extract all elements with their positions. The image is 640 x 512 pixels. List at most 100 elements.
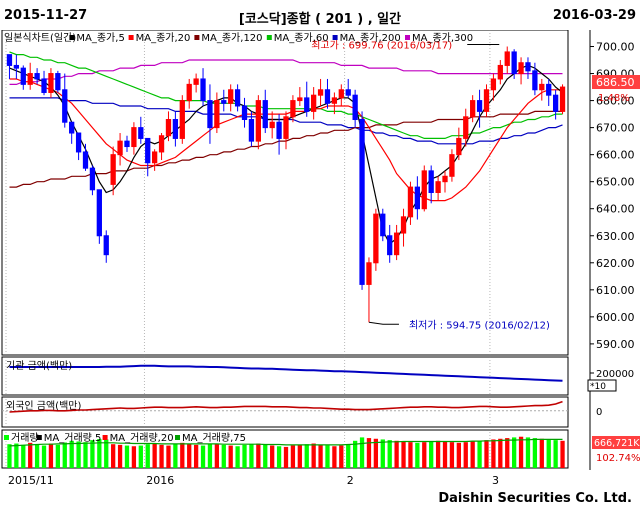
volume-bar	[318, 444, 323, 468]
candle	[276, 114, 282, 155]
price-legend-item: MA_종가,5	[76, 32, 124, 44]
chart-title: [코스닥]종합 ( 201 ) , 일간	[238, 12, 402, 27]
volume-bar	[325, 445, 330, 468]
volume-bar	[55, 444, 60, 468]
candle	[304, 81, 310, 117]
candle	[158, 133, 165, 161]
candle-body	[449, 154, 455, 177]
amount-scale-label: *10	[590, 382, 606, 392]
candle-body	[6, 54, 13, 66]
candle	[179, 95, 185, 144]
candle	[476, 89, 483, 128]
volume-bar	[131, 446, 137, 468]
volume-bar	[193, 444, 199, 468]
candle	[324, 78, 331, 109]
candle-body	[442, 175, 448, 183]
volume-bar	[366, 438, 372, 468]
candle-body	[338, 89, 344, 99]
x-tick-label: 2016	[146, 474, 174, 487]
candle-body	[539, 83, 545, 91]
volume-bar	[505, 438, 510, 468]
candle-body	[241, 105, 248, 121]
inst-tick-label: 200000	[596, 369, 634, 380]
volume-bar	[491, 439, 496, 468]
volume-bar	[62, 442, 67, 468]
candle-body	[297, 97, 303, 102]
candle	[82, 143, 89, 171]
candle	[62, 73, 68, 128]
candle	[131, 122, 137, 155]
candle-body	[435, 181, 441, 194]
candle	[145, 137, 151, 177]
volume-ma-line	[9, 438, 563, 447]
candle-body	[359, 119, 365, 285]
candle-body	[373, 213, 379, 264]
y-tick-label: 680.00	[596, 95, 635, 108]
volume-bar	[415, 442, 420, 468]
volume-bar	[560, 440, 565, 468]
candle-body	[525, 62, 531, 72]
candle	[456, 127, 462, 161]
candle-body	[172, 119, 179, 139]
volume-bar	[276, 446, 282, 468]
volume-bar	[290, 445, 296, 468]
candle	[214, 92, 220, 134]
candle	[41, 70, 47, 96]
volume-bar	[214, 443, 220, 468]
candle-body	[559, 86, 566, 112]
volume-bar	[152, 443, 157, 468]
price-legend-item: MA_종가,60	[274, 32, 329, 44]
volume-bar	[394, 440, 399, 468]
y-tick-label: 650.00	[596, 176, 635, 189]
foreign-tick-label: 0	[596, 407, 602, 418]
volume-bar	[283, 446, 289, 468]
end-date: 2016-03-29	[552, 8, 636, 23]
volume-bar	[21, 444, 26, 468]
candle	[463, 108, 469, 147]
candle-body	[380, 213, 386, 237]
candle-body	[387, 235, 393, 256]
price-legend-item: MA_종가,200	[340, 32, 401, 44]
candle	[428, 165, 434, 204]
volume-bar	[498, 438, 503, 468]
stock-chart[interactable]: 2015/11 2016 2 3 590.00 600.00 610.00 620.00 630…	[0, 30, 640, 490]
candle	[414, 176, 421, 220]
candle-body	[262, 100, 268, 129]
volume-bar	[463, 442, 468, 468]
volume-bar	[553, 440, 558, 468]
volume-bar	[221, 444, 226, 468]
candle-body	[221, 100, 227, 104]
candle-body	[283, 116, 289, 139]
legend-swatch	[194, 35, 200, 40]
candle	[96, 189, 102, 244]
volume-bar	[546, 439, 551, 468]
candle	[518, 57, 524, 85]
volume-bar	[207, 444, 213, 468]
legend-swatch	[405, 35, 410, 40]
candle-body	[82, 151, 89, 169]
price-legend-item: MA_종가,20	[136, 32, 191, 44]
candle	[366, 257, 372, 323]
volume-legend-item: 거래량	[11, 432, 39, 444]
candle	[373, 208, 379, 271]
legend-swatch	[128, 35, 134, 40]
candle	[559, 84, 566, 115]
candle	[172, 111, 179, 147]
x-tick-label: 2	[347, 474, 354, 487]
candle	[331, 92, 338, 115]
candle	[34, 68, 40, 85]
candle	[407, 181, 414, 225]
candle	[539, 78, 545, 101]
candle	[338, 84, 344, 106]
candle-body	[504, 51, 510, 66]
candle-body	[55, 73, 61, 91]
y-tick-label: 620.00	[596, 257, 635, 270]
candle	[269, 111, 275, 139]
candle-body	[490, 78, 497, 91]
candle-body	[518, 62, 524, 75]
candle-body	[131, 127, 137, 148]
candle-body	[470, 100, 476, 118]
volume-bar	[525, 437, 531, 468]
volume-bar	[442, 441, 448, 468]
volume-bar	[449, 442, 455, 468]
